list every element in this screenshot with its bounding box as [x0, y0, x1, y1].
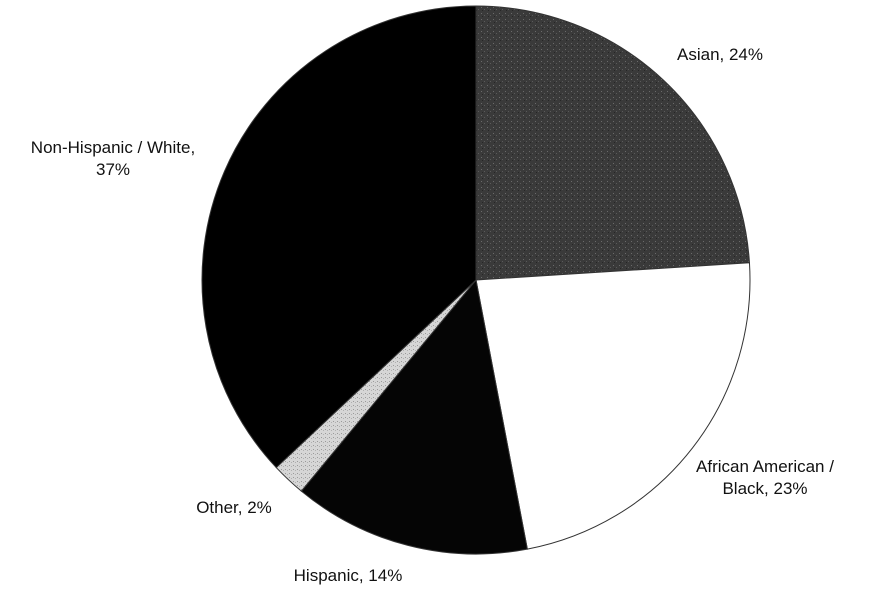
slice-label-line: Other, 2%: [196, 498, 272, 517]
slice-label-african-american-black: African American / Black, 23%: [696, 457, 834, 498]
slice-label-line: African American /: [696, 457, 834, 476]
slice-label-line: Black, 23%: [722, 479, 807, 498]
slice-label-line: Non-Hispanic / White,: [31, 138, 195, 157]
pie-slice-hispanic: [300, 278, 528, 555]
slice-label-line: 37%: [96, 160, 130, 179]
slice-label-hispanic: Hispanic, 14%: [294, 566, 403, 585]
slice-label-non-hispanic-white: Non-Hispanic / White, 37%: [31, 138, 195, 179]
slice-label-other: Other, 2%: [196, 498, 272, 517]
pie-slice-african-american-black: [475, 262, 751, 550]
pie-slice-non-hispanic-white: [201, 5, 477, 469]
slice-label-line: Hispanic, 14%: [294, 566, 403, 585]
slice-label-asian: Asian, 24%: [677, 45, 763, 64]
pie-slice-asian: [475, 5, 750, 281]
slice-label-line: Asian, 24%: [677, 45, 763, 64]
